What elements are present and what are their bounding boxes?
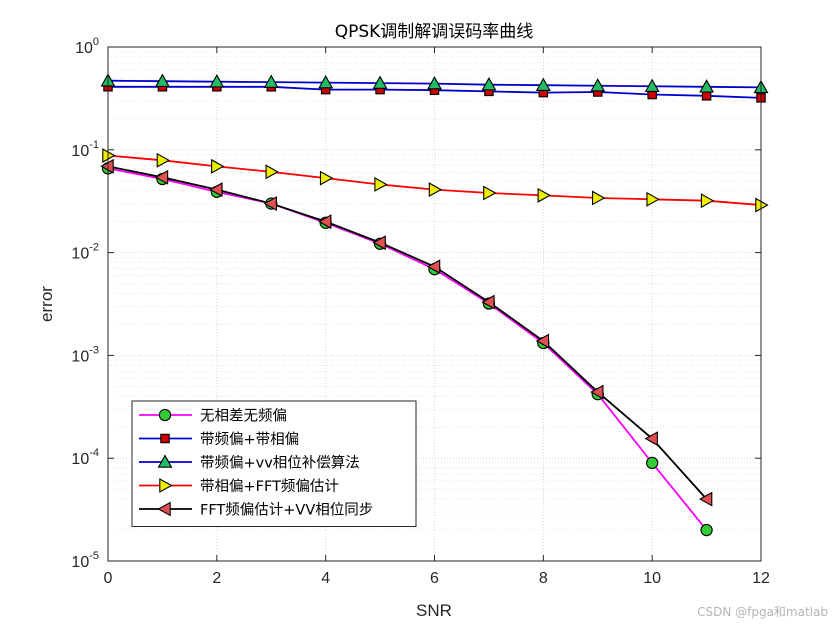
series-5-point	[209, 182, 223, 198]
legend-entry-5: FFT频偏估计+VV相位同步	[139, 502, 373, 519]
series-3-point	[209, 74, 225, 88]
series-4	[102, 148, 769, 213]
legend-label: 带相偏+FFT频偏估计	[200, 478, 339, 495]
legend-marker	[157, 454, 173, 468]
x-tick-label: 12	[752, 570, 770, 587]
x-axis-label: SNR	[416, 601, 452, 620]
series-1-line	[107, 167, 708, 531]
y-tick-label: 10-1	[71, 139, 99, 160]
legend-marker	[159, 478, 173, 493]
series-1-point	[646, 456, 659, 470]
series-3-point	[263, 74, 279, 88]
x-tick-label: 8	[539, 570, 548, 587]
y-tick-label: 100	[75, 36, 99, 57]
series-5-point	[535, 333, 550, 349]
series-5-point	[100, 158, 114, 174]
series-5-point	[644, 431, 658, 447]
series-3-point	[699, 79, 715, 93]
x-tick-label: 10	[643, 570, 661, 587]
series-5-point	[372, 235, 386, 251]
watermark: CSDN @fpga和matlab	[697, 605, 828, 619]
series-5-point	[481, 294, 495, 310]
series-5-point	[154, 169, 169, 185]
series-4-point	[646, 191, 660, 207]
series-4-point	[591, 190, 606, 206]
legend-label: 带频偏+vv相位补偿算法	[200, 455, 360, 472]
y-tick-label: 10-5	[71, 550, 99, 571]
legend-marker	[160, 433, 170, 444]
series-3-point	[318, 75, 334, 89]
y-tick-label: 10-4	[71, 447, 99, 468]
legend-marker	[158, 408, 172, 422]
legend-marker	[157, 501, 171, 517]
tick-layer: 100 10-1 10-2 10-3 10-4 10-5 0 2 4 6 8 10 12	[71, 36, 770, 587]
series-4-point	[537, 187, 551, 203]
y-axis-label: error	[37, 286, 56, 322]
series-layer	[100, 73, 769, 537]
y-tick-label: 10-2	[71, 242, 99, 263]
series-3-point	[535, 77, 551, 91]
legend-box	[131, 400, 417, 527]
series-4-point	[428, 182, 443, 198]
series-4-point	[265, 164, 279, 180]
series-5-point	[590, 384, 604, 400]
series-4-point	[483, 185, 497, 201]
x-tick-label: 4	[321, 570, 330, 587]
x-tick-label: 2	[212, 570, 221, 587]
series-5-line	[107, 165, 708, 500]
series-4-point	[319, 170, 334, 186]
series-1-point	[700, 523, 713, 537]
x-tick-label: 0	[104, 570, 113, 587]
series-5	[100, 158, 713, 507]
series-3-point	[154, 73, 170, 87]
series-5-point	[318, 214, 332, 230]
series-4-point	[211, 158, 225, 174]
series-4-point	[755, 197, 769, 213]
series-5-point	[263, 196, 278, 211]
series-3-point	[372, 75, 388, 89]
series-3-point	[481, 77, 497, 91]
series-3-point	[590, 78, 606, 92]
legend-entry-4: 带相偏+FFT频偏估计	[139, 478, 339, 495]
x-tick-label: 6	[430, 570, 439, 587]
y-tick-label: 10-3	[71, 344, 99, 365]
series-5-point	[426, 259, 441, 275]
legend-entry-1: 无相差无频偏	[139, 408, 287, 425]
series-4-point	[156, 152, 171, 168]
legend-label: FFT频偏估计+VV相位同步	[200, 502, 373, 519]
chart-title: QPSK调制解调误码率曲线	[335, 22, 534, 42]
series-4-point	[700, 193, 715, 209]
legend-entry-3: 带频偏+vv相位补偿算法	[139, 454, 360, 472]
series-5-point	[698, 491, 713, 507]
series-2-point	[701, 91, 712, 101]
series-4-point	[374, 177, 388, 192]
series-4-point	[102, 148, 116, 163]
series-3-point	[427, 76, 442, 90]
series-3-point	[644, 78, 660, 93]
legend-entry-2: 带频偏+带相偏	[139, 431, 299, 448]
legend-label: 无相差无频偏	[200, 408, 287, 425]
legend-label: 带频偏+带相偏	[200, 431, 299, 448]
